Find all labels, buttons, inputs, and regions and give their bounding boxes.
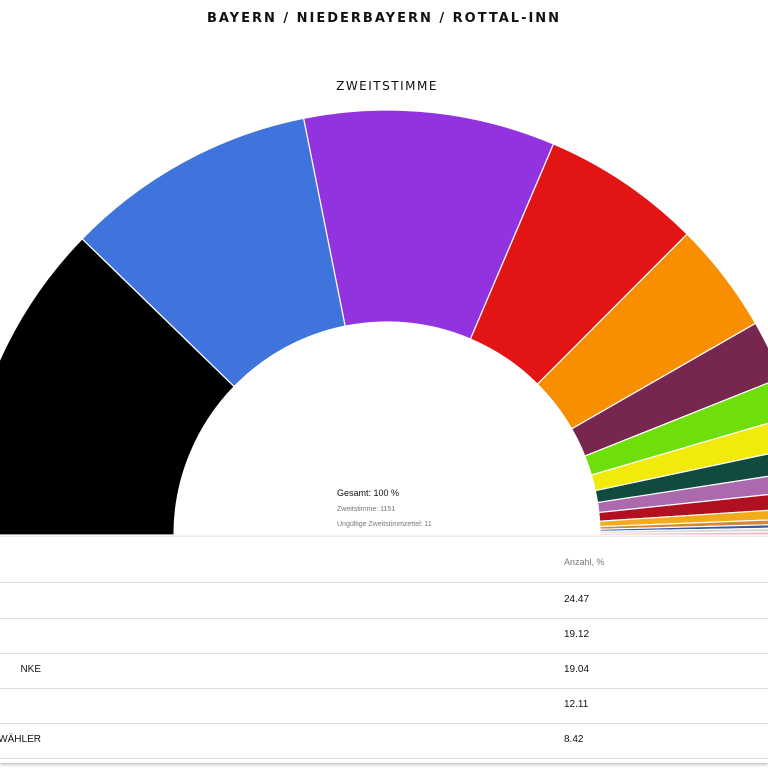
chart-title: ZWEITSTIMME [336,79,438,93]
semicircle-chart [0,109,768,536]
total-label: Gesamt: 100 % [337,488,400,498]
party-name: WÄHLER [0,734,41,745]
invalid-label: Ungültige Zweitstimmzettel: 11 [337,521,432,528]
table-header: Anzahl, % [0,537,768,583]
votes-label: Zweitstimme: 1151 [337,506,396,513]
center-info: Gesamt: 100 % Zweitstimme: 1151 Ungültig… [337,488,432,528]
chart-slice-1[interactable] [0,237,236,536]
party-value: 24.47 [564,594,590,605]
party-name: NKE [20,664,41,675]
page-title: BAYERN / NIEDERBAYERN / ROTTAL-INN [206,11,562,26]
table-row[interactable]: 12.11 [0,688,768,724]
table-row[interactable]: NKE 19.04 [0,653,768,689]
party-value: 8.42 [564,734,584,745]
table-row[interactable]: 24.47 [0,583,768,619]
table-row[interactable]: 19.12 [0,618,768,654]
results-table: Anzahl, % 24.47 19.12 NKE 19.04 12.11 WÄ… [0,537,768,763]
party-value: 19.12 [564,629,590,640]
chart-slice-16[interactable] [599,531,768,536]
value-column-header: Anzahl, % [564,557,605,567]
party-value: 19.04 [564,664,590,675]
party-value: 12.11 [564,699,589,710]
table-row[interactable]: WÄHLER 8.42 [0,723,768,759]
